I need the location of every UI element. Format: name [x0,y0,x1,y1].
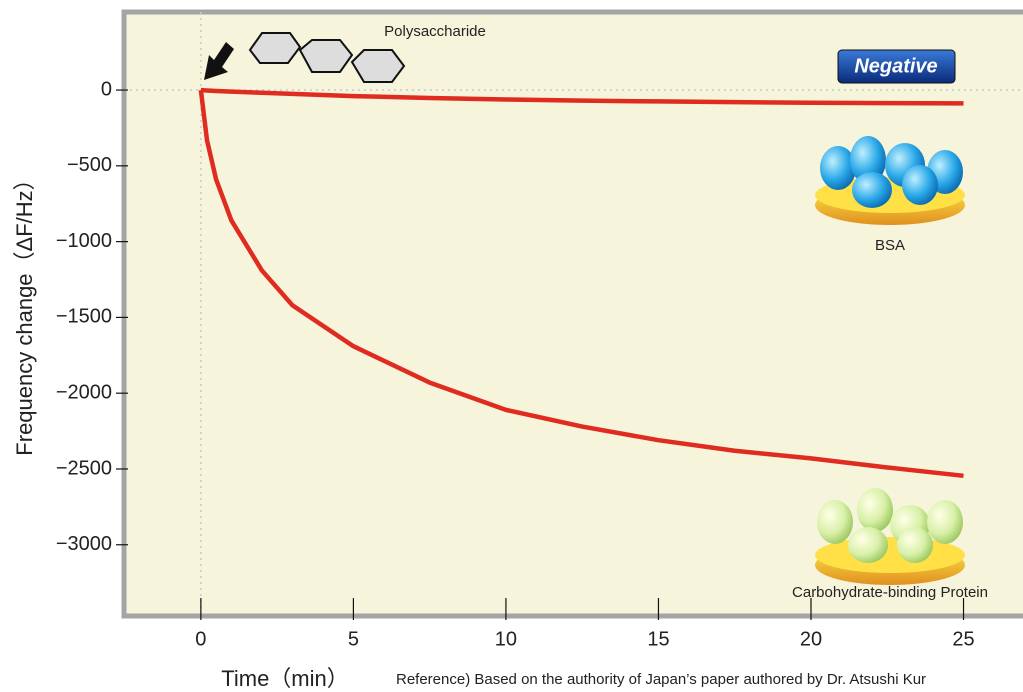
x-tick-label: 10 [495,628,517,650]
y-axis-title: Frequency change（ΔF/Hz） [12,168,37,455]
badge-text: Negative [854,55,937,77]
x-tick-label: 5 [348,628,359,650]
series-label: Carbohydrate-binding Protein [792,584,988,601]
y-tick-label: −1500 [56,306,112,328]
x-tick-label: 25 [952,628,974,650]
x-tick-label: 15 [647,628,669,650]
y-tick-label: −3000 [56,533,112,555]
y-tick-label: −2000 [56,381,112,403]
reference: Reference) Based on the authority of Jap… [396,671,926,688]
x-tick-label: 20 [800,628,822,650]
x-axis-title: Time（min） [221,666,349,691]
x-tick-label: 0 [195,628,206,650]
annotation: Polysaccharide [384,23,486,40]
y-tick-label: −1000 [56,230,112,252]
y-tick-label: 0 [101,78,112,100]
y-tick-label: −2500 [56,457,112,479]
y-tick-label: −500 [67,154,112,176]
page: Polysaccharide Negative BSA Carbohydrate… [0,0,1023,692]
series-label: BSA [875,237,905,254]
chart: Polysaccharide Negative BSA Carbohydrate… [0,0,1023,692]
